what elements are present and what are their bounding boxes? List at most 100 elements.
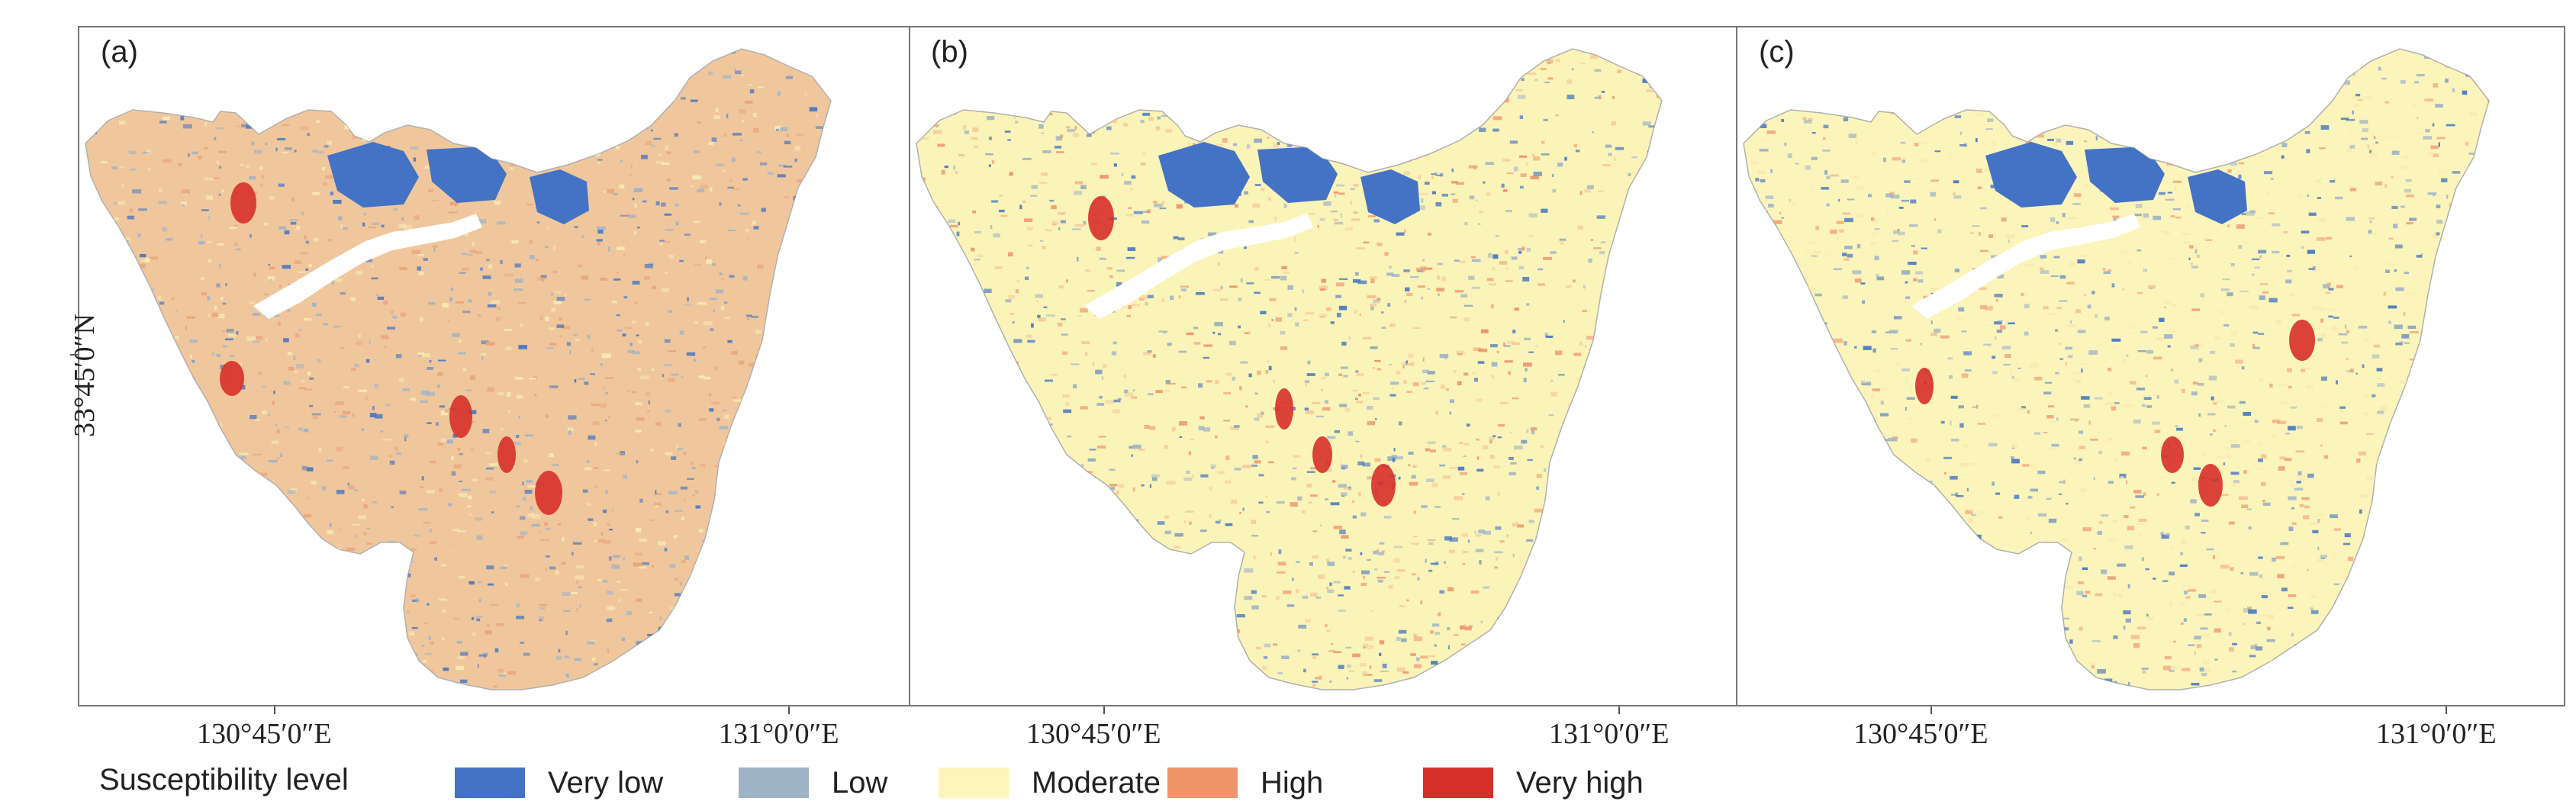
- map-speckle: [1344, 227, 1353, 231]
- map-speckle: [1312, 655, 1316, 659]
- map-speckle: [2246, 211, 2255, 216]
- map-speckle: [758, 86, 764, 89]
- map-speckle: [1579, 191, 1583, 195]
- map-speckle: [2059, 481, 2066, 484]
- map-speckle: [1637, 605, 1641, 607]
- map-speckle: [1087, 471, 1093, 474]
- map-speckle: [1839, 382, 1843, 387]
- map-speckle: [1355, 370, 1359, 373]
- map-speckle: [2206, 548, 2214, 551]
- map-speckle: [1449, 399, 1454, 404]
- map-speckle: [2117, 539, 2124, 541]
- map-speckle: [1196, 644, 1200, 647]
- map-speckle: [362, 498, 365, 501]
- map-speckle: [2133, 419, 2141, 424]
- map-speckle: [2436, 262, 2445, 266]
- map-speckle: [2185, 525, 2190, 529]
- map-speckle: [163, 340, 169, 344]
- map-speckle: [486, 565, 494, 570]
- map-speckle: [1057, 56, 1062, 60]
- map-speckle: [926, 359, 929, 364]
- map-speckle: [2224, 425, 2227, 427]
- map-speckle: [201, 292, 207, 296]
- map-speckle: [2229, 647, 2234, 652]
- map-speckle: [1113, 341, 1117, 345]
- map-speckle: [1240, 361, 1248, 364]
- map-speckle: [2314, 91, 2321, 94]
- map-speckle: [2124, 404, 2132, 407]
- map-speckle: [695, 603, 700, 606]
- map-speckle: [391, 506, 394, 508]
- map-speckle: [1615, 426, 1621, 429]
- map-speckle: [401, 649, 407, 653]
- map-speckle: [1104, 400, 1114, 404]
- map-speckle: [1512, 633, 1515, 639]
- map-speckle: [143, 280, 147, 282]
- map-speckle: [2279, 456, 2286, 460]
- map-speckle: [2317, 237, 2326, 241]
- map-speckle: [652, 285, 657, 290]
- map-speckle: [325, 677, 330, 681]
- map-speckle: [1055, 78, 1059, 83]
- map-speckle: [1572, 279, 1576, 283]
- map-speckle: [1302, 595, 1309, 599]
- map-speckle: [2383, 500, 2391, 504]
- map-speckle: [1206, 380, 1212, 383]
- map-speckle: [2431, 608, 2439, 613]
- map-speckle: [587, 503, 591, 506]
- map-speckle: [1813, 484, 1819, 489]
- map-speckle: [1232, 376, 1236, 381]
- map-speckle: [280, 566, 285, 570]
- map-speckle: [159, 620, 166, 625]
- map-speckle: [726, 518, 733, 520]
- map-speckle: [1199, 416, 1205, 420]
- map-speckle: [2183, 618, 2187, 622]
- map-speckle: [1620, 274, 1629, 278]
- map-speckle: [237, 69, 241, 73]
- map-speckle: [275, 507, 283, 510]
- map-speckle: [1575, 150, 1580, 153]
- map-speckle: [195, 497, 200, 499]
- map-speckle: [1930, 320, 1933, 325]
- map-speckle: [1753, 565, 1756, 568]
- map-speckle: [1173, 236, 1179, 240]
- map-speckle: [256, 504, 263, 510]
- map-speckle: [1032, 522, 1039, 526]
- map-speckle: [1460, 294, 1467, 298]
- map-speckle: [2164, 306, 2166, 309]
- map-speckle: [637, 227, 640, 229]
- map-speckle: [1367, 89, 1377, 94]
- map-speckle: [2311, 306, 2320, 310]
- map-speckle: [376, 294, 379, 296]
- map-speckle: [189, 354, 192, 359]
- map-speckle: [697, 302, 707, 305]
- map-speckle: [636, 641, 644, 645]
- map-speckle: [1083, 220, 1087, 225]
- map-speckle: [1266, 510, 1270, 513]
- map-speckle: [1987, 551, 1989, 555]
- map-speckle: [2349, 130, 2353, 134]
- map-speckle: [426, 391, 435, 397]
- map-speckle: [218, 150, 227, 153]
- map-speckle: [1086, 134, 1092, 137]
- map-speckle: [108, 615, 114, 620]
- map-speckle: [826, 269, 829, 274]
- map-speckle: [927, 530, 935, 535]
- map-speckle: [1312, 555, 1319, 559]
- map-speckle: [945, 447, 952, 450]
- map-speckle: [1012, 320, 1015, 324]
- map-speckle: [1590, 420, 1599, 423]
- map-speckle: [433, 248, 436, 252]
- map-speckle: [661, 163, 670, 165]
- map-speckle: [277, 137, 286, 140]
- map-speckle: [2465, 141, 2469, 146]
- map-speckle: [1123, 665, 1129, 668]
- map-speckle: [1331, 130, 1338, 135]
- map-speckle: [753, 226, 759, 230]
- map-speckle: [1215, 435, 1218, 439]
- map-speckle: [2383, 555, 2389, 558]
- map-speckle: [1080, 672, 1089, 676]
- map-speckle: [250, 415, 257, 420]
- map-speckle: [1229, 285, 1238, 288]
- map-speckle: [2407, 632, 2413, 635]
